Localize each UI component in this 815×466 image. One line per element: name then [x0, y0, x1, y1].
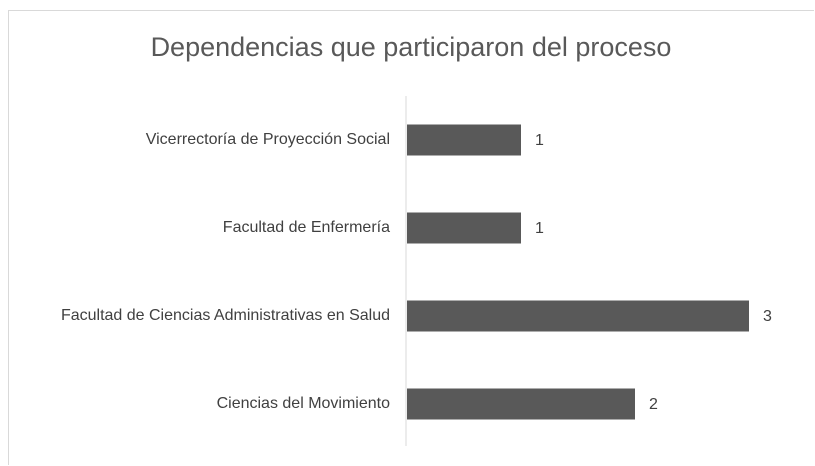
y-tick-label: Facultad de Enfermería: [222, 219, 390, 236]
bar: [407, 300, 749, 332]
bar: [407, 388, 635, 420]
y-tick-label: Facultad de Ciencias Administrativas en …: [60, 307, 390, 324]
category-label-box: Facultad de Enfermería: [12, 198, 390, 258]
y-tick-label: Vicerrectoría de Proyección Social: [145, 131, 390, 148]
data-label: 3: [763, 308, 772, 325]
chart-frame: [8, 10, 814, 465]
data-label: 2: [649, 396, 658, 413]
category-label-box: Vicerrectoría de Proyección Social: [12, 110, 390, 170]
chart-title: Dependencias que participaron del proces…: [150, 32, 672, 62]
category-label-box: Ciencias del Movimiento: [12, 374, 390, 434]
bar: [407, 212, 521, 244]
bar: [407, 124, 521, 156]
y-tick-label: Ciencias del Movimiento: [216, 395, 390, 412]
category-label-box: Facultad de Ciencias Administrativas en …: [12, 286, 390, 346]
data-label: 1: [535, 132, 544, 149]
data-label: 1: [535, 220, 544, 237]
